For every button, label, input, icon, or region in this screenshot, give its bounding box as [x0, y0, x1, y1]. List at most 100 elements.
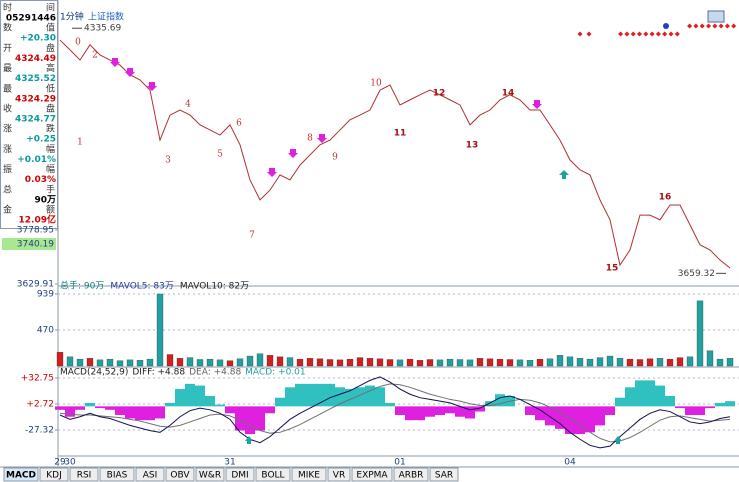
- wave-label: 3: [165, 156, 171, 166]
- volume-bar: [336, 359, 344, 367]
- tab[interactable]: [429, 467, 459, 482]
- tab-label[interactable]: ARBR: [399, 471, 424, 481]
- y-tick-label: +32.75: [21, 373, 54, 383]
- macd-bar: [535, 406, 545, 421]
- macd-bar: [385, 402, 395, 407]
- macd-bar: [615, 397, 625, 407]
- tab-label[interactable]: BIAS: [107, 471, 128, 481]
- macd-bar: [205, 395, 215, 407]
- volume-bar: [66, 356, 74, 367]
- pane-readout: MAVOL5: 83万: [110, 282, 174, 292]
- macd-bar: [225, 406, 235, 414]
- tab[interactable]: [39, 467, 69, 482]
- volume-bar: [216, 359, 224, 367]
- tab-label[interactable]: DMI: [231, 471, 248, 481]
- pane-readout: DEA: +4.88: [189, 368, 241, 378]
- tab-label[interactable]: EXPMA: [356, 471, 388, 481]
- macd-bar: [365, 385, 375, 407]
- wave-label: 2: [92, 51, 98, 61]
- macd-bar: [465, 406, 475, 419]
- pane-readout: 总手: 90万: [60, 280, 104, 292]
- macd-bar: [85, 402, 95, 407]
- volume-bar: [386, 359, 394, 367]
- info-value: 05291446: [6, 14, 56, 24]
- pane-readout: MACD(24,52,9): [60, 368, 128, 378]
- volume-bar: [586, 358, 594, 367]
- volume-bar: [446, 358, 454, 367]
- volume-bar: [536, 358, 544, 367]
- tab-label[interactable]: W&R: [199, 471, 221, 481]
- volume-bar: [396, 359, 404, 367]
- volume-bar: [226, 360, 234, 367]
- volume-bar: [326, 359, 334, 367]
- macd-bar: [525, 406, 535, 416]
- tab-label[interactable]: SAR: [435, 471, 453, 481]
- tab-label[interactable]: KDJ: [46, 471, 62, 481]
- macd-bar: [725, 401, 735, 407]
- tab[interactable]: [69, 467, 99, 482]
- volume-bar: [266, 355, 274, 367]
- tab[interactable]: [165, 467, 195, 482]
- volume-bar: [236, 358, 244, 367]
- info-value: 4324.29: [15, 94, 56, 104]
- signal-diamond: [718, 23, 724, 29]
- tab[interactable]: [225, 467, 255, 482]
- period-label: 1分钟: [60, 11, 84, 23]
- signal-diamond: [706, 23, 711, 29]
- tab[interactable]: [195, 467, 225, 482]
- tab[interactable]: [393, 467, 429, 482]
- volume-bar: [636, 359, 644, 367]
- signal-diamond: [712, 23, 718, 29]
- tab-label[interactable]: BOLL: [261, 471, 284, 481]
- tab[interactable]: [327, 467, 351, 482]
- y-tick-label: 939: [37, 289, 54, 299]
- macd-bar: [245, 406, 255, 435]
- wave-label: 16: [659, 193, 672, 203]
- macd-bar: [445, 406, 455, 414]
- info-value: +20.30: [20, 34, 56, 44]
- tab[interactable]: [351, 467, 393, 482]
- macd-bar: [65, 406, 75, 417]
- tab-label[interactable]: ASI: [143, 471, 158, 481]
- info-value: 12.09亿: [19, 214, 56, 226]
- signal-diamond: [643, 31, 649, 37]
- volume-bar: [486, 358, 494, 367]
- tab-label[interactable]: OBV: [170, 471, 190, 481]
- wave-label: 11: [394, 129, 407, 139]
- macd-bar: [395, 406, 405, 416]
- signal-arrow: [288, 149, 298, 158]
- wave-label: 13: [466, 141, 479, 151]
- macd-bar: [425, 406, 435, 417]
- pane-readout: MACD: +0.01: [245, 368, 305, 378]
- macd-bar: [325, 383, 335, 407]
- volume-bar: [256, 353, 264, 367]
- wave-label: 0: [75, 38, 81, 48]
- signal-diamond: [624, 31, 630, 37]
- volume-bar: [206, 358, 214, 367]
- tab[interactable]: [291, 467, 327, 482]
- max-label: 4335.69: [84, 24, 121, 34]
- wave-label: 9: [332, 153, 338, 163]
- volume-bar: [426, 359, 434, 367]
- tab-label[interactable]: MACD: [6, 471, 36, 481]
- tab-label[interactable]: VR: [333, 471, 345, 481]
- signal-diamond: [699, 23, 705, 29]
- tool-icon[interactable]: [707, 10, 725, 23]
- volume-bar: [646, 358, 654, 367]
- tab[interactable]: [99, 467, 135, 482]
- volume-bar: [546, 358, 554, 367]
- tab[interactable]: [3, 467, 39, 482]
- x-tick-label: 04: [564, 458, 576, 468]
- tab-label[interactable]: MIKE: [298, 471, 320, 481]
- tab[interactable]: [255, 467, 291, 482]
- volume-bar: [656, 358, 664, 367]
- y-tick-label: +2.72: [26, 399, 54, 409]
- tab-label[interactable]: RSI: [77, 471, 92, 481]
- macd-bar: [575, 406, 585, 435]
- min-label: 3659.32: [678, 269, 715, 279]
- macd-bar: [255, 406, 265, 431]
- volume-bar: [346, 358, 354, 367]
- tab[interactable]: [135, 467, 165, 482]
- macd-bar: [375, 387, 385, 407]
- macd-bar: [175, 389, 185, 407]
